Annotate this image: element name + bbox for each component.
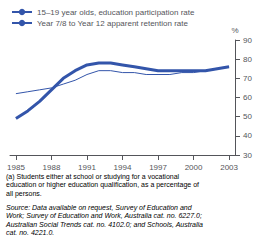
svg-text:cat. no. 4221.0.: cat. no. 4221.0.: [6, 229, 54, 236]
svg-text:50: 50: [243, 112, 252, 121]
svg-text:all persons.: all persons.: [6, 190, 42, 198]
svg-text:1985: 1985: [7, 163, 25, 172]
svg-text:2000: 2000: [185, 163, 203, 172]
svg-text:1988: 1988: [43, 163, 61, 172]
svg-text:30: 30: [243, 151, 252, 160]
svg-text:%: %: [231, 26, 238, 35]
svg-text:1997: 1997: [149, 163, 167, 172]
svg-text:1991: 1991: [78, 163, 96, 172]
svg-text:90: 90: [243, 36, 252, 45]
svg-text:Australian Social Trends cat.: Australian Social Trends cat. no. 4102.0…: [5, 221, 203, 228]
svg-text:60: 60: [243, 93, 252, 102]
svg-text:(a) Students either at school: (a) Students either at school or studyin…: [6, 173, 180, 181]
svg-text:Work; Survey of Education and: Work; Survey of Education and Work, Aust…: [6, 212, 202, 220]
svg-text:2003: 2003: [220, 163, 238, 172]
svg-text:15–19 year olds, education par: 15–19 year olds, education participation…: [37, 8, 195, 17]
svg-text:education or higher education: education or higher education qualificat…: [6, 181, 199, 189]
svg-text:Source: Data available on requ: Source: Data available on request, Surve…: [6, 204, 193, 212]
svg-text:80: 80: [243, 55, 252, 64]
svg-text:40: 40: [243, 131, 252, 140]
svg-text:Year 7/8 to Year 12 apparent r: Year 7/8 to Year 12 apparent retention r…: [37, 19, 188, 28]
svg-text:1994: 1994: [114, 163, 132, 172]
svg-text:70: 70: [243, 74, 252, 83]
